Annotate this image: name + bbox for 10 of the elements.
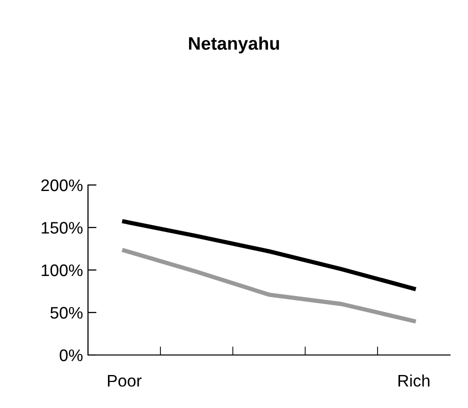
line-series [122,248,416,324]
y-tick-label: 150% [42,222,83,234]
y-tick-label: 0% [60,349,83,362]
y-tick-label: 100% [42,264,83,276]
x-tick-label: Rich [398,374,430,387]
chart-title: Netanyahu [189,36,279,54]
y-tick-label: 200% [41,179,83,192]
x-tick-label: Poor [108,375,142,387]
y-tick-label: 50% [50,306,83,319]
line-series [122,219,416,291]
